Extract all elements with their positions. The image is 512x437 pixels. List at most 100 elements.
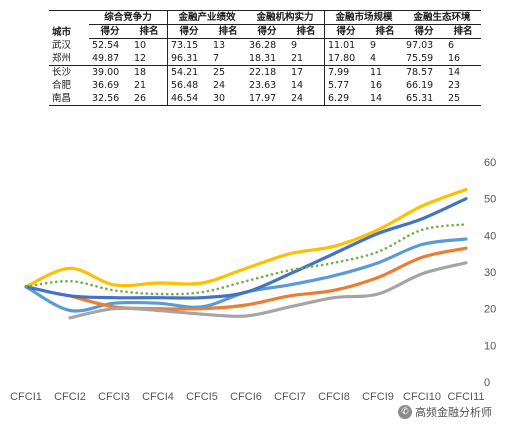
score-cell: 46.54 xyxy=(167,92,210,106)
rank-cell: 4 xyxy=(370,53,377,64)
rank-cell: 14 xyxy=(367,92,403,106)
score-cell: 17.80 xyxy=(324,52,367,66)
series-line xyxy=(68,261,468,320)
sub-header-rank: 排名 xyxy=(131,24,168,39)
score-cell: 73.15 xyxy=(167,38,210,52)
x-tick-label: CFCI7 xyxy=(274,391,306,403)
watermark-text: 高频金融分析师 xyxy=(415,406,492,419)
sub-header-rank: 排名 xyxy=(288,24,325,39)
rank-cell: 18 xyxy=(131,65,168,79)
rank-cell: 21 xyxy=(291,53,304,64)
x-tick-label: CFCI8 xyxy=(318,391,350,403)
x-tick-label: CFCI6 xyxy=(230,391,262,403)
city-cell: 武汉 xyxy=(52,39,72,51)
x-tick-label: CFCI3 xyxy=(98,391,130,403)
x-tick-label: CFCI9 xyxy=(362,391,394,403)
rank-cell: 24 xyxy=(288,92,325,106)
score-cell: 49.87 xyxy=(92,53,120,64)
sub-header-rank: 排名 xyxy=(210,24,246,39)
sub-header-score: 得分 xyxy=(324,24,367,39)
rank-cell: 25 xyxy=(445,92,481,106)
rank-cell: 25 xyxy=(210,65,246,79)
rank-cell: 9 xyxy=(291,40,298,51)
rank-cell: 12 xyxy=(134,53,147,64)
rank-cell: 14 xyxy=(291,80,304,91)
score-cell: 11.01 xyxy=(324,38,367,52)
rank-cell: 10 xyxy=(134,40,147,51)
score-cell: 75.59 xyxy=(406,53,434,64)
y-tick-label: 20 xyxy=(484,304,496,316)
table-row: 武汉 52.54 10 73.15 13 36.28 9 11.01 9 97.03 6 xyxy=(49,38,481,52)
y-tick-label: 30 xyxy=(484,267,496,279)
table-row: 合肥 36.69 21 56.48 24 23.63 14 5.77 16 66.19 23 xyxy=(49,79,481,92)
score-cell: 96.31 xyxy=(167,52,210,66)
score-cell: 56.48 xyxy=(167,79,210,92)
score-cell: 23.63 xyxy=(249,80,277,91)
y-tick-label: 50 xyxy=(484,194,496,206)
sub-header-score: 得分 xyxy=(246,24,288,39)
score-cell: 52.54 xyxy=(92,40,120,51)
series-line xyxy=(24,223,468,296)
city-cell: 郑州 xyxy=(52,53,72,64)
score-cell: 22.18 xyxy=(246,65,288,79)
x-tick-label: CFCI2 xyxy=(54,391,86,403)
x-tick-label: CFCI1 xyxy=(10,391,42,403)
score-cell: 66.19 xyxy=(406,80,434,91)
score-cell: 17.97 xyxy=(246,92,288,106)
score-cell: 5.77 xyxy=(324,79,367,92)
rank-cell: 14 xyxy=(445,65,481,79)
rank-cell: 17 xyxy=(288,65,325,79)
sub-header-score: 得分 xyxy=(167,24,210,39)
sub-header-score: 得分 xyxy=(89,24,131,39)
x-tick-label: CFCI10 xyxy=(403,391,441,403)
score-cell: 6.29 xyxy=(324,92,367,106)
group-header: 金融市场规模 xyxy=(324,10,403,25)
city-cell: 南昌 xyxy=(49,92,89,106)
rank-cell: 9 xyxy=(370,40,377,51)
score-cell: 65.31 xyxy=(403,92,445,106)
table-row: 长沙 39.00 18 54.21 25 22.18 17 7.99 11 78.57 14 xyxy=(49,65,481,79)
group-header: 金融生态环境 xyxy=(403,10,481,25)
rank-cell: 24 xyxy=(213,80,226,91)
score-cell: 97.03 xyxy=(406,40,434,51)
score-cell: 36.28 xyxy=(249,40,277,51)
score-cell: 32.56 xyxy=(89,92,131,106)
sub-header-rank: 排名 xyxy=(445,24,481,39)
rank-cell: 26 xyxy=(131,92,168,106)
line-chart: 0 10 20 30 40 50 60 CFCI1 CFCI2 CFCI3 CFCI4 CFCI5 CF… xyxy=(10,157,496,403)
series-line xyxy=(24,187,468,289)
rank-cell: 13 xyxy=(213,40,226,51)
wechat-icon: ✆ xyxy=(398,405,412,419)
group-header: 金融机构实力 xyxy=(246,10,325,25)
series-line xyxy=(68,246,468,311)
x-tick-label: CFCI11 xyxy=(447,391,484,403)
score-cell: 78.57 xyxy=(403,65,445,79)
x-tick-label: CFCI4 xyxy=(142,391,174,403)
ranking-table: 城市 综合竞争力 金融产业绩效 金融机构实力 金融市场规模 金融生态环境 得分 … xyxy=(49,10,481,106)
series-line xyxy=(24,197,468,300)
rank-cell: 16 xyxy=(370,80,383,91)
rank-cell: 21 xyxy=(134,80,147,91)
city-header: 城市 xyxy=(49,10,89,39)
watermark: ✆ 高频金融分析师 xyxy=(396,404,494,420)
table-row: 郑州 49.87 12 96.31 7 18.31 21 17.80 4 75.59 16 xyxy=(49,52,481,66)
sub-header-rank: 排名 xyxy=(367,24,403,39)
score-cell: 18.31 xyxy=(249,53,277,64)
rank-cell: 16 xyxy=(448,53,461,64)
score-cell: 7.99 xyxy=(324,65,367,79)
group-header: 综合竞争力 xyxy=(89,10,168,25)
x-tick-label: CFCI5 xyxy=(186,391,218,403)
score-cell: 36.69 xyxy=(92,80,120,91)
city-cell: 合肥 xyxy=(52,80,72,91)
rank-cell: 6 xyxy=(448,40,455,51)
y-tick-label: 0 xyxy=(484,377,490,389)
group-header: 金融产业绩效 xyxy=(167,10,246,25)
sub-header-score: 得分 xyxy=(403,24,445,39)
score-cell: 54.21 xyxy=(167,65,210,79)
rank-cell: 11 xyxy=(367,65,403,79)
y-tick-label: 60 xyxy=(484,157,496,169)
rank-cell: 7 xyxy=(213,53,220,64)
rank-cell: 30 xyxy=(210,92,246,106)
table-row: 南昌 32.56 26 46.54 30 17.97 24 6.29 14 65.31 25 xyxy=(49,92,481,106)
